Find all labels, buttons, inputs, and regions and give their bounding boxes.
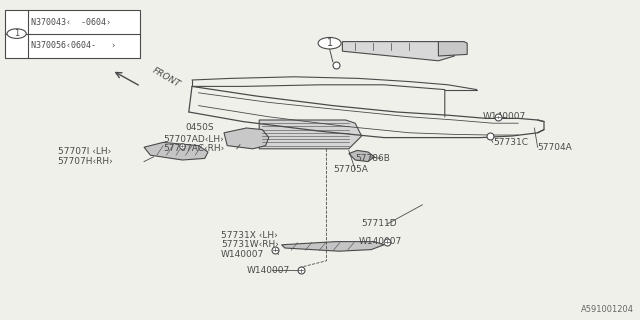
Polygon shape (349, 150, 374, 162)
Text: 57707AD‹LH›: 57707AD‹LH› (163, 135, 224, 144)
Polygon shape (342, 42, 454, 61)
Text: 57707I ‹LH›: 57707I ‹LH› (58, 148, 111, 156)
Circle shape (7, 29, 26, 38)
Text: A591001204: A591001204 (580, 305, 634, 314)
Text: 1: 1 (14, 29, 19, 38)
Polygon shape (259, 120, 362, 149)
Text: N370056‹0604-   ›: N370056‹0604- › (31, 41, 116, 50)
Polygon shape (144, 142, 208, 160)
Text: 57707AC‹RH›: 57707AC‹RH› (163, 144, 225, 153)
Bar (5, 10, 140, 58)
Text: 57731C: 57731C (493, 138, 528, 147)
Text: FRONT: FRONT (150, 67, 182, 90)
Polygon shape (438, 42, 467, 56)
Text: 57704A: 57704A (538, 143, 572, 152)
Text: 0450S: 0450S (186, 124, 214, 132)
Text: 1: 1 (326, 38, 333, 48)
Text: W140007: W140007 (246, 266, 290, 275)
Text: 57731W‹RH›: 57731W‹RH› (221, 240, 278, 249)
Text: 57707H‹RH›: 57707H‹RH› (58, 157, 113, 166)
Text: W140007: W140007 (221, 250, 264, 259)
Polygon shape (282, 242, 384, 251)
Text: 57705A: 57705A (333, 165, 367, 174)
Text: 57786B: 57786B (355, 154, 390, 163)
Circle shape (318, 37, 341, 49)
Text: W140007: W140007 (358, 237, 402, 246)
Polygon shape (224, 128, 269, 149)
Text: 57711D: 57711D (362, 220, 397, 228)
Text: 57731X ‹LH›: 57731X ‹LH› (221, 231, 278, 240)
Text: W140007: W140007 (483, 112, 527, 121)
Text: N370043‹  -0604›: N370043‹ -0604› (31, 18, 111, 27)
